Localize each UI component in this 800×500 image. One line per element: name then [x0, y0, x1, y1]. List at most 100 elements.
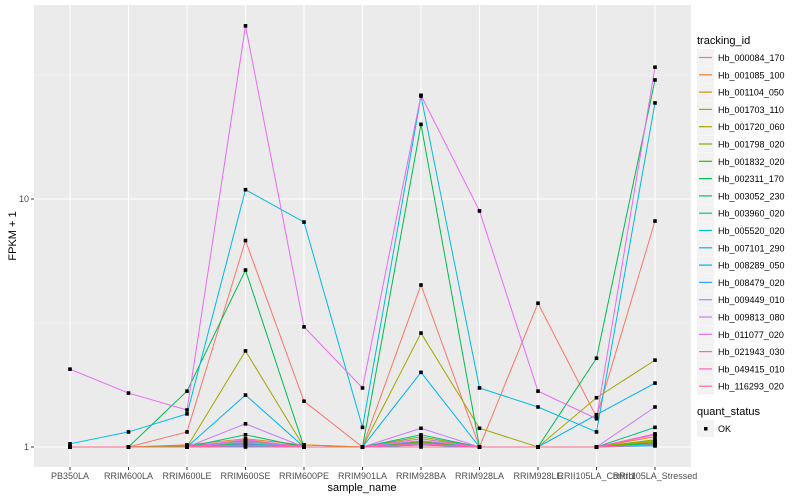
data-point [360, 425, 365, 430]
data-point [302, 325, 306, 329]
legend-label: Hb_001832_020 [718, 157, 785, 167]
data-point [477, 386, 482, 390]
data-point [185, 389, 189, 393]
shape-legend-title: quant_status [697, 406, 760, 418]
legend-label: Hb_001720_060 [718, 122, 785, 132]
data-point [185, 445, 189, 449]
square-point-icon [704, 427, 708, 431]
data-point [126, 430, 131, 434]
legend-label: Hb_008289_050 [718, 261, 785, 271]
data-point [594, 395, 599, 400]
x-axis-title: sample_name [327, 482, 396, 494]
shape-legend-label: OK [718, 424, 731, 434]
data-point [536, 405, 540, 409]
y-tick-label: 1 [24, 442, 29, 452]
x-tick-label: RRII105LA_Control [557, 471, 635, 481]
x-tick-label: RRIM928BA [396, 471, 446, 481]
x-tick-label: RRIM928LA [455, 471, 504, 481]
data-point [653, 78, 657, 82]
data-point [419, 438, 423, 443]
legend-label: Hb_049415_010 [718, 364, 785, 374]
data-point [653, 434, 657, 439]
data-point [68, 445, 72, 449]
x-tick-label: RRIM901LA [338, 471, 387, 481]
data-point [185, 408, 189, 412]
legend-label: Hb_011077_020 [718, 330, 784, 340]
data-point [243, 445, 248, 449]
x-tick-label: RRIM600PE [279, 471, 329, 481]
data-point [302, 399, 306, 403]
data-point [653, 101, 657, 105]
data-point [243, 187, 248, 192]
legend-label: Hb_003052_230 [718, 191, 785, 201]
legend-label: Hb_000084_170 [718, 53, 785, 63]
data-point [653, 405, 657, 409]
legend-label: Hb_002311_170 [718, 174, 784, 184]
y-tick-label: 10 [19, 194, 29, 204]
x-tick-label: RRIM928LE [513, 471, 562, 481]
data-point [302, 443, 306, 447]
data-point [126, 391, 131, 395]
data-point [594, 416, 599, 421]
data-point [594, 445, 599, 449]
data-point [419, 370, 423, 375]
data-point [477, 426, 482, 431]
data-point [536, 389, 540, 393]
data-point [243, 437, 248, 442]
legend-label: Hb_116293_020 [718, 382, 784, 392]
legend-label: Hb_007101_290 [718, 243, 785, 253]
data-point [419, 442, 423, 446]
data-point [653, 358, 657, 362]
x-tick-label: RRIM600LE [162, 471, 211, 481]
data-point [360, 386, 365, 390]
legend-label: Hb_009813_080 [718, 313, 785, 323]
data-point [477, 209, 482, 213]
data-point [419, 445, 423, 449]
data-point [185, 412, 189, 416]
legend-label: Hb_001798_020 [718, 140, 785, 150]
data-point [653, 425, 657, 430]
data-point [243, 238, 248, 243]
x-tick-label: RRIM600LA [104, 471, 153, 481]
data-point [594, 430, 599, 434]
data-point [419, 93, 423, 98]
data-point [653, 381, 657, 385]
data-point [419, 426, 423, 431]
data-point [243, 24, 248, 28]
data-point [185, 430, 189, 434]
data-point [419, 434, 423, 439]
data-point [243, 432, 248, 437]
data-point [653, 443, 657, 447]
legend-title: tracking_id [697, 35, 750, 47]
data-point [477, 445, 482, 449]
data-point [419, 331, 423, 335]
data-point [243, 443, 248, 447]
data-point [302, 445, 306, 449]
x-tick-label: RRII105LA_Stressed [613, 471, 698, 481]
data-point [653, 437, 657, 442]
data-point [243, 439, 248, 444]
data-point [126, 445, 131, 449]
legend-label: Hb_005520_020 [718, 226, 785, 236]
data-point [653, 65, 657, 69]
legend-label: Hb_009449_010 [718, 295, 785, 305]
legend-label: Hb_003960_020 [718, 209, 785, 219]
data-point [243, 268, 248, 272]
data-point [594, 356, 599, 361]
legend-label: Hb_021943_030 [718, 347, 785, 357]
legend-label: Hb_008479_020 [718, 278, 785, 288]
x-tick-label: RRIM600SE [220, 471, 270, 481]
legend-label: Hb_001703_110 [718, 105, 784, 115]
x-tick-label: PB350LA [51, 471, 89, 481]
legend-label: Hb_001104_050 [718, 88, 784, 98]
data-point [302, 220, 306, 224]
data-point [68, 367, 72, 371]
data-point [594, 412, 599, 417]
data-point [243, 422, 248, 426]
data-point [243, 393, 248, 397]
data-point [68, 442, 72, 446]
data-point [419, 432, 423, 437]
data-point [360, 445, 365, 449]
data-point [536, 301, 540, 306]
